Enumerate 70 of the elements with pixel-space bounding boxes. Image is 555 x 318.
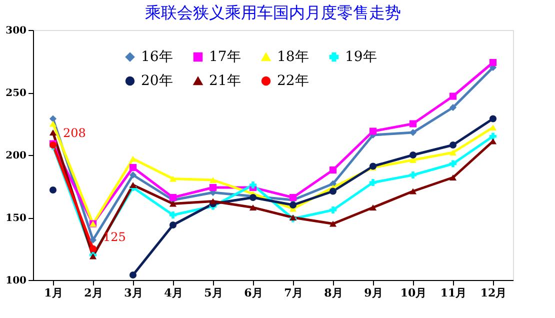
point bbox=[169, 194, 177, 202]
point bbox=[449, 141, 457, 149]
legend-label: 20年 bbox=[141, 73, 173, 89]
legend-label: 17年 bbox=[209, 49, 241, 65]
point bbox=[129, 164, 137, 172]
point bbox=[129, 271, 137, 279]
point bbox=[129, 182, 137, 188]
x-tick-label: 8月 bbox=[324, 286, 343, 300]
data-label: 208 bbox=[63, 126, 86, 140]
point bbox=[409, 151, 417, 159]
point bbox=[369, 178, 377, 186]
point bbox=[49, 186, 57, 194]
point bbox=[209, 198, 217, 204]
y-tick-label: 100 bbox=[6, 276, 27, 286]
point bbox=[329, 220, 337, 227]
point bbox=[49, 120, 57, 127]
x-tick-label: 6月 bbox=[244, 286, 263, 300]
legend-label: 22年 bbox=[277, 73, 309, 89]
point bbox=[169, 221, 177, 229]
point bbox=[449, 104, 457, 112]
x-tick-label: 9月 bbox=[364, 286, 383, 300]
point bbox=[49, 115, 57, 122]
point bbox=[249, 181, 257, 189]
point bbox=[49, 129, 57, 136]
point bbox=[289, 201, 297, 209]
point bbox=[249, 204, 257, 211]
point bbox=[369, 128, 377, 135]
x-tick-label: 12月 bbox=[480, 286, 507, 300]
y-tick-label: 250 bbox=[6, 88, 27, 99]
point bbox=[169, 176, 177, 182]
point bbox=[409, 120, 417, 128]
point bbox=[489, 58, 497, 66]
point bbox=[289, 194, 297, 202]
point bbox=[169, 211, 177, 219]
x-tick-label: 1月 bbox=[44, 286, 63, 300]
x-tick-label: 7月 bbox=[284, 286, 303, 300]
point bbox=[449, 174, 457, 181]
point bbox=[449, 92, 457, 100]
x-tick-label: 5月 bbox=[204, 286, 223, 300]
x-tick-label: 3月 bbox=[124, 286, 143, 300]
point bbox=[409, 188, 417, 194]
point bbox=[89, 236, 97, 244]
point bbox=[129, 171, 137, 179]
point bbox=[449, 160, 457, 168]
x-tick-label: 4月 bbox=[164, 286, 183, 300]
y-tick-label: 150 bbox=[6, 213, 27, 224]
legend-label: 19年 bbox=[345, 49, 377, 65]
point bbox=[489, 115, 497, 122]
point bbox=[409, 171, 417, 179]
y-tick-label: 300 bbox=[6, 26, 27, 36]
point bbox=[129, 156, 137, 162]
legend-label: 18年 bbox=[277, 49, 309, 65]
point bbox=[209, 176, 217, 184]
chart-title: 乘联会狭义乘用车国内月度零售走势 bbox=[145, 3, 401, 22]
legend-label: 16年 bbox=[141, 49, 173, 65]
x-tick-label: 11月 bbox=[440, 286, 467, 300]
legend-label: 21年 bbox=[209, 73, 241, 89]
point bbox=[89, 245, 97, 252]
point bbox=[449, 149, 457, 156]
point bbox=[329, 206, 337, 214]
point bbox=[169, 200, 177, 207]
point bbox=[329, 166, 337, 174]
point bbox=[209, 184, 217, 192]
x-tick-label: 10月 bbox=[400, 286, 427, 300]
x-tick-label: 2月 bbox=[84, 286, 103, 300]
data-label: 125 bbox=[103, 230, 126, 244]
point bbox=[329, 188, 337, 195]
point bbox=[489, 132, 497, 140]
point bbox=[369, 204, 377, 211]
y-tick-label: 200 bbox=[6, 150, 27, 162]
